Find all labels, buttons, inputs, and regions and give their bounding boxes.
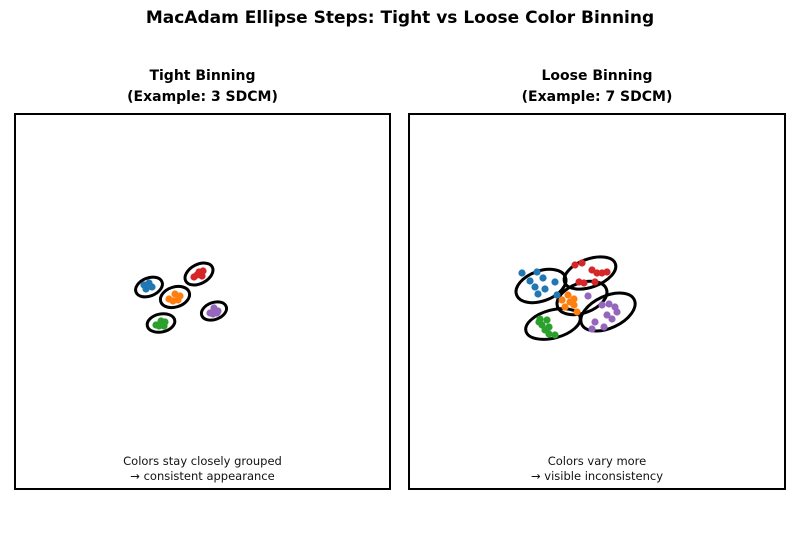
tight-caption-line2: → consistent appearance [130, 469, 275, 483]
orange-color-dot [570, 301, 578, 309]
red-color-dot [571, 261, 579, 269]
red-color-dot [198, 272, 206, 280]
tight-panel-title: Tight Binning (Example: 3 SDCM) [14, 66, 391, 108]
macadam-ellipse-orange [158, 284, 192, 310]
blue-color-dot [553, 291, 561, 299]
red-color-dot [591, 278, 599, 286]
green-color-dot [155, 322, 163, 330]
red-color-dot [578, 259, 586, 267]
purple-color-dot [605, 300, 613, 308]
orange-color-dot [570, 295, 578, 303]
blue-color-dot [526, 277, 534, 285]
orange-color-dot [573, 308, 581, 316]
orange-color-dot [558, 296, 566, 304]
blue-color-dot [531, 283, 539, 291]
purple-color-dot [598, 301, 606, 309]
red-color-dot [580, 279, 588, 287]
loose-panel-caption: Colors vary more → visible inconsistency [410, 454, 784, 484]
macadam-ellipse-green [145, 312, 177, 334]
purple-color-dot [584, 292, 592, 300]
macadam-ellipse-red [183, 261, 215, 287]
macadam-ellipse-purple [199, 300, 229, 322]
green-color-dot [551, 331, 559, 339]
blue-color-dot [551, 278, 559, 286]
green-color-dot [160, 322, 168, 330]
tight-panel-caption: Colors stay closely grouped → consistent… [16, 454, 389, 484]
loose-binning-plot [514, 255, 637, 341]
loose-caption-line1: Colors vary more [547, 454, 647, 468]
green-color-dot [543, 316, 551, 324]
purple-color-dot [588, 325, 596, 333]
loose-binning-panel: Colors vary more → visible inconsistency [408, 113, 786, 490]
blue-color-dot [518, 269, 526, 277]
green-color-dot [535, 318, 543, 326]
red-color-dot [603, 268, 611, 276]
orange-color-dot [561, 303, 569, 311]
loose-panel-title-line2: (Example: 7 SDCM) [521, 89, 673, 105]
tight-binning-plot [134, 261, 229, 334]
purple-color-dot [213, 309, 221, 317]
purple-color-dot [603, 311, 611, 319]
orange-color-dot [564, 291, 572, 299]
blue-color-dot [539, 274, 547, 282]
tight-panel-title-line2: (Example: 3 SDCM) [127, 89, 278, 105]
tight-caption-line1: Colors stay closely grouped [123, 454, 282, 468]
green-color-dot [545, 330, 553, 338]
macadam-ellipse-red [562, 255, 618, 291]
purple-color-dot [613, 308, 621, 316]
blue-color-dot [144, 282, 152, 290]
purple-color-dot [591, 318, 599, 326]
purple-color-dot [600, 323, 608, 331]
tight-panel-title-line1: Tight Binning [149, 68, 256, 84]
red-color-dot [593, 269, 601, 277]
loose-caption-line2: → visible inconsistency [530, 469, 663, 483]
tight-binning-panel: Colors stay closely grouped → consistent… [14, 113, 391, 490]
macadam-ellipse-blue [134, 275, 164, 299]
loose-panel-title: Loose Binning (Example: 7 SDCM) [408, 66, 786, 108]
purple-color-dot [608, 315, 616, 323]
blue-color-dot [534, 290, 542, 298]
macadam-ellipse-purple [579, 291, 637, 333]
blue-color-dot [533, 268, 541, 276]
blue-color-dot [541, 285, 549, 293]
loose-panel-title-line1: Loose Binning [541, 68, 653, 84]
orange-color-dot [174, 296, 182, 304]
figure-title: MacAdam Ellipse Steps: Tight vs Loose Co… [145, 8, 655, 28]
